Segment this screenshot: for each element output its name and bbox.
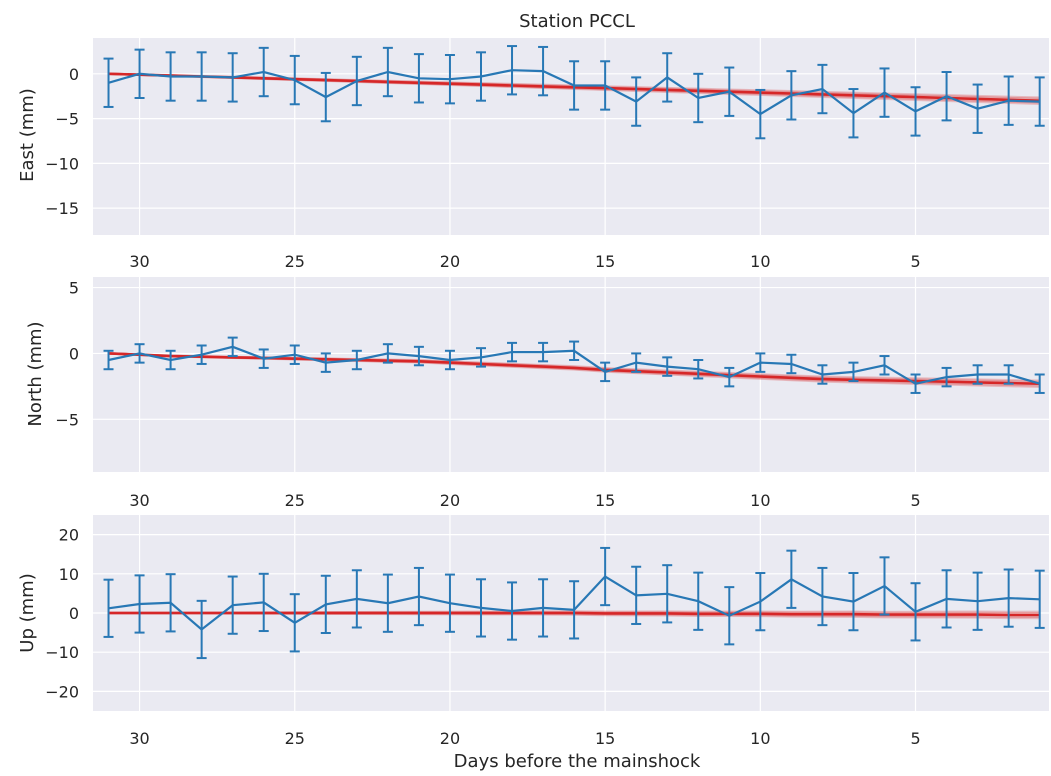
north-ylabel: North (mm): [25, 321, 46, 426]
chart-title: Station PCCL: [519, 11, 635, 32]
x-tick-label: 20: [440, 491, 460, 510]
x-axis-label: Days before the mainshock: [454, 751, 701, 772]
x-tick-label: 25: [285, 252, 305, 271]
y-tick-label: 0: [69, 344, 79, 363]
y-tick-label: −10: [45, 154, 79, 173]
x-tick-label: 10: [750, 252, 770, 271]
plot-area: [93, 277, 1049, 472]
x-tick-label: 15: [595, 252, 615, 271]
x-tick-label: 25: [285, 491, 305, 510]
plot-area: [93, 38, 1049, 235]
x-tick-label: 5: [910, 729, 920, 748]
east-ylabel: East (mm): [17, 88, 38, 182]
y-tick-label: 0: [69, 65, 79, 84]
x-tick-label: 30: [129, 729, 149, 748]
y-tick-label: 10: [59, 565, 79, 584]
y-tick-label: 0: [69, 604, 79, 623]
x-tick-label: 30: [129, 252, 149, 271]
observed-line: [108, 345, 1041, 385]
x-tick-label: 20: [440, 729, 460, 748]
x-tick-label: 15: [595, 729, 615, 748]
up-ylabel: Up (mm): [17, 573, 38, 652]
x-tick-label: 5: [910, 491, 920, 510]
y-tick-label: 5: [69, 279, 79, 298]
north-panel: North (mm) 5 0 −5 30 25 20 15 10 5: [25, 277, 1049, 510]
y-tick-label: −5: [55, 410, 79, 429]
y-tick-label: −5: [55, 110, 79, 129]
x-tick-label: 10: [750, 491, 770, 510]
x-tick-label: 15: [595, 491, 615, 510]
x-tick-label: 25: [285, 729, 305, 748]
y-tick-label: 20: [59, 526, 79, 545]
x-tick-label: 20: [440, 252, 460, 271]
observed-line: [108, 69, 1040, 116]
east-panel: East (mm) 0 −5 −10 −15 30 25 20 15 10 5: [17, 38, 1049, 271]
up-panel: Up (mm) 20 10 0 −10 −20 30 25 20 15 10 5: [17, 515, 1049, 748]
y-tick-label: −20: [45, 682, 79, 701]
x-tick-label: 10: [750, 729, 770, 748]
x-tick-label: 5: [910, 252, 920, 271]
y-tick-label: −10: [45, 643, 79, 662]
observed-line: [108, 575, 1040, 631]
x-tick-label: 30: [129, 491, 149, 510]
y-tick-label: −15: [45, 199, 79, 218]
